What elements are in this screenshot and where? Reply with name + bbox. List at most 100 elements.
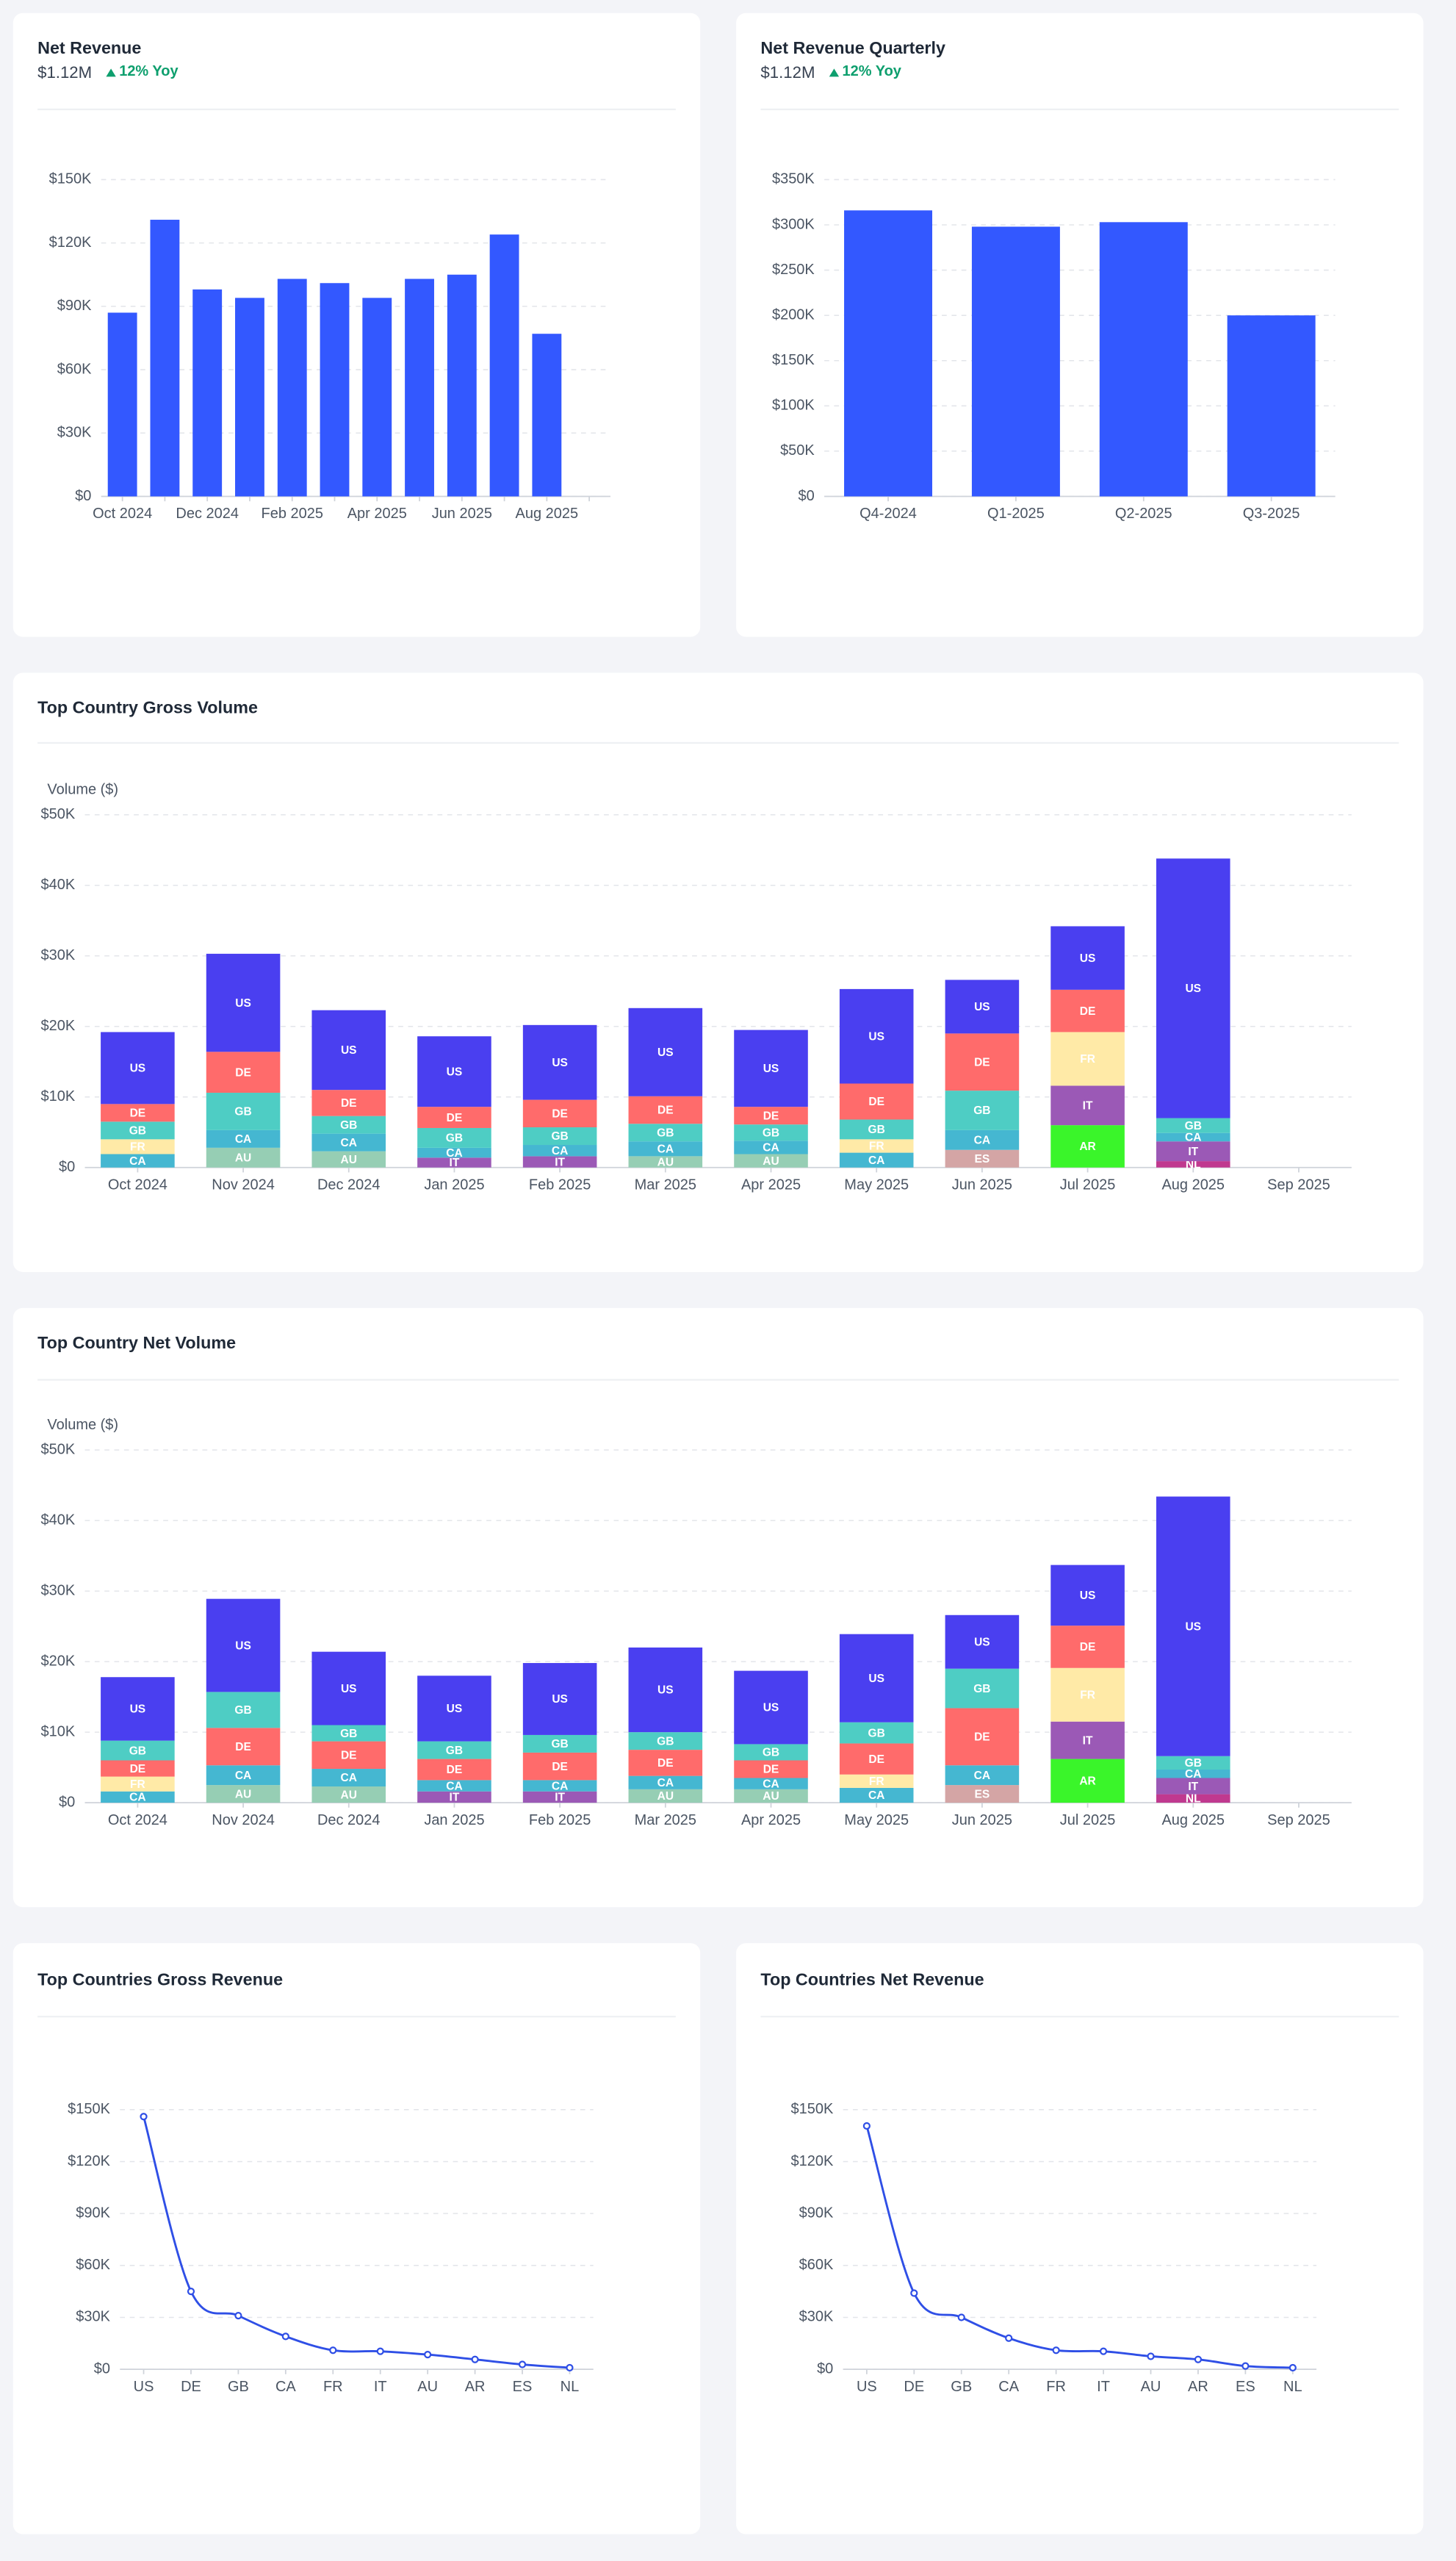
x-tick-label: Aug 2025 [516, 506, 579, 522]
bar-segment [101, 1139, 175, 1154]
segment-label: GB [973, 1105, 990, 1117]
segment-label: IT [1083, 1734, 1093, 1747]
point [1052, 2346, 1060, 2355]
segment-label: FR [1080, 1689, 1095, 1701]
y-tick-label: $30K [799, 2309, 834, 2325]
bar-segment [206, 1765, 281, 1786]
x-tick-label: Q1-2025 [987, 506, 1045, 522]
bar-segment [311, 1133, 386, 1152]
bar-segment [734, 1030, 808, 1107]
segment-label: US [552, 1693, 568, 1706]
segment-label: CA [763, 1778, 779, 1790]
point [281, 2332, 289, 2341]
segment-label: AU [235, 1788, 251, 1800]
segment-label: US [552, 1057, 568, 1069]
segment-label: FR [869, 1141, 884, 1153]
segment-label: DE [341, 1750, 357, 1762]
bar-segment [628, 1732, 703, 1750]
bar-segment [734, 1154, 808, 1168]
y-tick-label: $50K [41, 1441, 76, 1457]
bar-segment [522, 1156, 597, 1168]
bar-segment [522, 1024, 597, 1100]
point [471, 2355, 479, 2363]
bar-segment [839, 1083, 914, 1120]
segment-label: DE [763, 1764, 779, 1776]
y-tick-label: $0 [94, 2360, 110, 2377]
segment-label: CA [1185, 1132, 1201, 1144]
bar-segment [945, 1785, 1020, 1803]
bar-segment [1156, 1132, 1230, 1142]
segment-label: US [868, 1673, 884, 1685]
bar-segment [839, 1152, 914, 1168]
x-tick-label: DE [904, 2379, 924, 2395]
chart-title: Top Country Net Volume [37, 1333, 236, 1352]
y-tick-label: $10K [41, 1088, 76, 1105]
card [12, 12, 701, 637]
segment-label: GB [551, 1738, 568, 1750]
x-tick-label: Feb 2025 [262, 506, 323, 522]
bar-segment [839, 1634, 914, 1723]
bar-segment [945, 1614, 1020, 1669]
card [12, 1943, 701, 2535]
y-tick-label: $150K [68, 2101, 110, 2117]
bar-segment [206, 1092, 281, 1130]
segment-label: DE [868, 1753, 884, 1766]
segment-label: DE [552, 1108, 568, 1121]
bar-segment [945, 980, 1020, 1034]
bar-segment [417, 1675, 491, 1742]
bar [235, 298, 264, 497]
x-tick-label: ES [1236, 2379, 1255, 2395]
bar-segment [1050, 1125, 1125, 1168]
y-tick-label: $150K [772, 352, 815, 368]
segment-label: CA [446, 1780, 462, 1792]
x-tick-label: Apr 2025 [741, 1177, 801, 1193]
segment-label: DE [1080, 1005, 1096, 1018]
x-tick-label: Sep 2025 [1267, 1812, 1330, 1828]
bar-segment [206, 1598, 281, 1692]
bar-segment [1156, 1769, 1230, 1778]
bar-segment [311, 1786, 386, 1803]
bar-segment [417, 1157, 491, 1168]
bar-segment [945, 1149, 1020, 1168]
x-tick-label: Oct 2024 [108, 1177, 167, 1193]
segment-label: CA [446, 1147, 462, 1160]
point [957, 2313, 965, 2321]
kpi-value: $1.12M [760, 63, 815, 82]
bar-segment [628, 1789, 703, 1803]
segment-label: CA [552, 1780, 568, 1792]
segment-label: FR [869, 1775, 884, 1788]
bar-segment [101, 1760, 175, 1777]
bar-segment [206, 1052, 281, 1093]
y-tick-label: $30K [76, 2309, 110, 2325]
bar-segment [311, 1769, 386, 1787]
y-tick-label: $200K [772, 306, 815, 323]
bar [192, 289, 223, 497]
segment-label: DE [130, 1107, 146, 1120]
x-tick-label: FR [1046, 2379, 1066, 2395]
x-tick-label: AR [1188, 2379, 1208, 2395]
bar-segment [417, 1107, 491, 1128]
y-tick-label: $40K [41, 877, 76, 893]
bar [320, 283, 350, 497]
x-tick-label: Oct 2024 [108, 1812, 167, 1828]
y-tick-label: $150K [49, 171, 92, 187]
bar [405, 279, 434, 497]
segment-label: FR [130, 1141, 145, 1154]
bar-segment [1050, 1626, 1125, 1668]
segment-label: DE [235, 1066, 251, 1079]
segment-label: GB [973, 1683, 990, 1695]
segment-label: CA [868, 1789, 884, 1802]
bar-segment [522, 1780, 597, 1792]
y-tick-label: $60K [57, 361, 92, 377]
bar-segment [522, 1752, 597, 1781]
segment-label: AU [763, 1155, 779, 1168]
segment-label: FR [130, 1778, 145, 1791]
segment-label: GB [129, 1745, 146, 1757]
y-tick-label: $0 [59, 1794, 75, 1810]
bar-segment [1050, 989, 1125, 1032]
segment-label: DE [657, 1757, 674, 1770]
segment-label: CA [868, 1154, 884, 1167]
segment-label: ES [975, 1153, 990, 1165]
y-tick-label: $60K [76, 2257, 110, 2273]
bar-segment [311, 1010, 386, 1091]
